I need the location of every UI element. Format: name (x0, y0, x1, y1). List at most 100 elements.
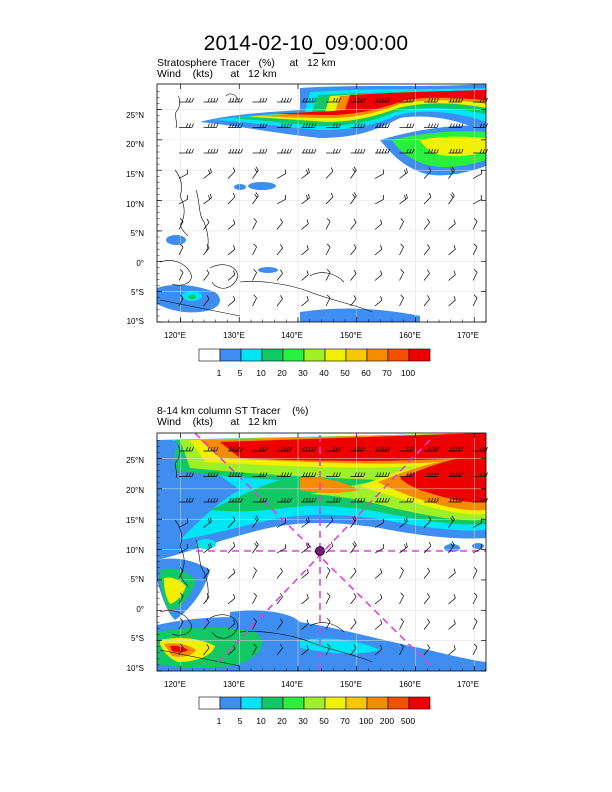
wind-barb (276, 194, 287, 205)
wind-barb (301, 472, 317, 477)
wind-barb (227, 594, 236, 605)
wind-barb (227, 270, 236, 281)
wind-barb (325, 643, 331, 656)
wind-barb (325, 167, 334, 179)
colorbar-box (324, 696, 347, 710)
p2-cb-label: 20 (277, 716, 287, 726)
colorbar-box (219, 348, 242, 362)
p1-lon-130e: 130°E (223, 331, 245, 340)
wind-barb (350, 166, 357, 179)
p1-cb-label: 20 (277, 368, 287, 378)
wind-barb (252, 166, 259, 179)
wind-barb (423, 244, 430, 256)
wind-barb (375, 497, 390, 503)
wind-barb (448, 515, 455, 528)
p2-lat-5n: 5°N (130, 575, 144, 584)
colorbar-box (303, 696, 326, 710)
wind-barb (472, 294, 478, 307)
wind-barb (227, 167, 236, 179)
wind-barb (350, 567, 357, 579)
p2-lat-10n: 10°N (126, 546, 144, 555)
wind-barb (276, 567, 283, 579)
wind-barb (301, 296, 309, 307)
wind-barb (472, 543, 483, 554)
wind-barb (227, 619, 236, 630)
wind-barb (276, 593, 283, 605)
colorbar-box (324, 348, 347, 362)
wind-barb (399, 567, 404, 579)
wind-barb (424, 472, 439, 477)
tracer-core-red (275, 90, 486, 115)
p2-cb-label: 200 (379, 716, 395, 726)
p1-cb-label: 70 (382, 368, 392, 378)
wind-barb (178, 518, 189, 528)
wind-barb (448, 123, 464, 128)
colorbar-box (345, 696, 368, 710)
wind-barb (178, 169, 189, 179)
wind-barb (375, 148, 390, 154)
wind-barb (374, 245, 383, 256)
wind-barb (276, 518, 287, 528)
wind-barb (252, 515, 259, 528)
tracer-patch (196, 539, 216, 549)
tracer-north-orange-lobe (300, 477, 360, 493)
wind-barb (252, 243, 257, 256)
wind-barb (301, 594, 309, 605)
wind-barb (448, 645, 456, 656)
wind-barb (472, 567, 478, 579)
panel1-tracer-field (157, 84, 486, 322)
wind-barb (325, 592, 331, 605)
wind-barb (423, 192, 432, 205)
wind-barb (325, 243, 331, 256)
wind-barb (350, 515, 357, 528)
wind-barb (301, 497, 317, 503)
storm-track-lines (194, 433, 486, 671)
wind-barb (276, 543, 287, 554)
wind-barb (424, 446, 439, 452)
wind-barb (203, 517, 212, 528)
wind-barb (227, 192, 236, 205)
wind-barb (325, 541, 334, 554)
panel1-ticks (157, 84, 487, 323)
panel2-label-line1: 8-14 km column ST Tracer (%) (157, 405, 309, 417)
wind-barb (178, 592, 184, 605)
wind-barb (374, 568, 383, 579)
wind-barb (374, 619, 383, 630)
main-title: 2014-02-10_09:00:00 (203, 32, 409, 55)
p2-lon-150e: 150°E (340, 680, 362, 689)
wind-barb (325, 269, 331, 281)
p1-lat-10n: 10°N (126, 200, 144, 209)
p2-lat-10s: 10°S (126, 664, 144, 673)
wind-barb (374, 194, 385, 205)
wind-barb (276, 269, 283, 281)
wind-barb (277, 472, 292, 477)
wind-barb (374, 219, 383, 230)
wind-barb (203, 295, 210, 307)
tracer-patch (248, 182, 276, 190)
wind-barb (252, 592, 257, 605)
panel1-label-line2: Wind (kts) at 12 km (157, 68, 277, 80)
tracer-south-red (170, 645, 188, 653)
wind-barb (277, 97, 292, 103)
wind-barb (203, 497, 219, 503)
tracer-patch (188, 294, 196, 300)
wind-barb (423, 295, 430, 307)
colorbar-box (387, 348, 410, 362)
wind-barb (399, 193, 408, 205)
wind-barb (227, 296, 236, 307)
wind-barb (252, 446, 268, 452)
wind-barb (252, 123, 268, 128)
panel1-colorbar (198, 348, 431, 362)
wind-barb (252, 97, 268, 103)
wind-barb (350, 192, 357, 205)
colorbar-box (366, 348, 389, 362)
wind-barb (203, 123, 219, 128)
wind-barb (301, 270, 309, 281)
panel2-wind-barbs (178, 446, 488, 656)
wind-barb (228, 446, 243, 452)
wind-barb (423, 644, 430, 656)
wind-barb (448, 97, 464, 103)
wind-barb (375, 123, 390, 128)
wind-barb (179, 123, 194, 128)
wind-barb (276, 618, 283, 630)
